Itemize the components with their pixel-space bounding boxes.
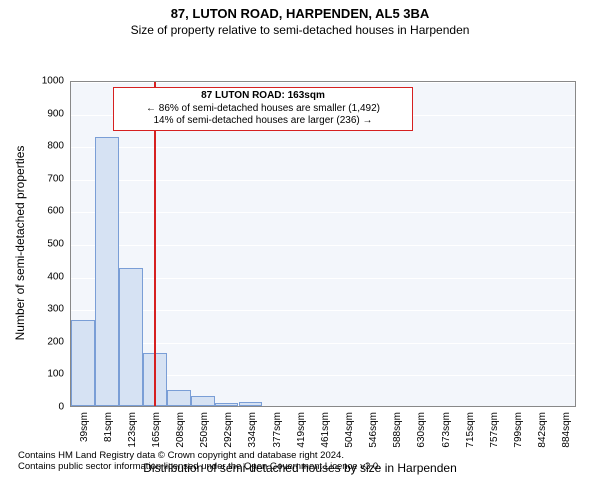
marker-line	[154, 82, 156, 406]
x-tick-label: 165sqm	[151, 412, 162, 448]
info-box-smaller: ← 86% of semi-detached houses are smalle…	[120, 103, 406, 116]
gridline	[71, 408, 575, 409]
gridline	[71, 212, 575, 213]
x-tick-label: 208sqm	[175, 412, 186, 448]
x-tick-label: 630sqm	[416, 412, 427, 448]
x-tick-label: 715sqm	[465, 412, 476, 448]
x-tick-label: 250sqm	[199, 412, 210, 448]
y-tick-label: 500	[0, 239, 64, 250]
y-tick-label: 600	[0, 206, 64, 217]
histogram-bar	[239, 402, 262, 406]
x-tick-label: 842sqm	[537, 412, 548, 448]
x-tick-label: 292sqm	[223, 412, 234, 448]
gridline	[71, 147, 575, 148]
x-tick-label: 757sqm	[489, 412, 500, 448]
y-tick-label: 300	[0, 304, 64, 315]
x-tick-label: 673sqm	[441, 412, 452, 448]
histogram-bar	[215, 403, 238, 406]
page-title: 87, LUTON ROAD, HARPENDEN, AL5 3BA	[0, 6, 600, 21]
x-tick-label: 461sqm	[320, 412, 331, 448]
y-tick-label: 200	[0, 336, 64, 347]
gridline	[71, 278, 575, 279]
y-tick-label: 700	[0, 173, 64, 184]
y-tick-label: 900	[0, 108, 64, 119]
histogram-bar	[119, 268, 142, 406]
x-tick-label: 504sqm	[344, 412, 355, 448]
gridline	[71, 82, 575, 83]
x-tick-label: 588sqm	[392, 412, 403, 448]
histogram-bar	[167, 390, 190, 406]
gridline	[71, 343, 575, 344]
info-box-title: 87 LUTON ROAD: 163sqm	[120, 90, 406, 103]
attribution-line2: Contains public sector information licen…	[18, 461, 381, 472]
info-box-larger: 14% of semi-detached houses are larger (…	[120, 115, 406, 128]
x-tick-label: 884sqm	[561, 412, 572, 448]
x-tick-label: 81sqm	[103, 412, 114, 442]
x-tick-label: 546sqm	[368, 412, 379, 448]
x-tick-label: 377sqm	[272, 412, 283, 448]
info-box: 87 LUTON ROAD: 163sqm ← 86% of semi-deta…	[113, 87, 413, 131]
gridline	[71, 180, 575, 181]
x-tick-label: 123sqm	[127, 412, 138, 448]
y-tick-label: 100	[0, 369, 64, 380]
x-tick-label: 419sqm	[296, 412, 307, 448]
y-tick-label: 800	[0, 141, 64, 152]
y-tick-label: 1000	[0, 76, 64, 87]
histogram-bar	[71, 320, 94, 406]
gridline	[71, 245, 575, 246]
attribution: Contains HM Land Registry data © Crown c…	[18, 450, 381, 473]
histogram-bar	[191, 396, 214, 406]
x-tick-label: 799sqm	[513, 412, 524, 448]
gridline	[71, 310, 575, 311]
y-tick-label: 400	[0, 271, 64, 282]
page-subtitle: Size of property relative to semi-detach…	[0, 23, 600, 37]
x-tick-label: 39sqm	[79, 412, 90, 442]
x-tick-label: 334sqm	[247, 412, 258, 448]
histogram-bar	[95, 137, 118, 406]
y-axis-label: Number of semi-detached properties	[13, 123, 27, 363]
plot-area: 87 LUTON ROAD: 163sqm ← 86% of semi-deta…	[70, 81, 576, 407]
y-tick-label: 0	[0, 402, 64, 413]
attribution-line1: Contains HM Land Registry data © Crown c…	[18, 450, 381, 461]
